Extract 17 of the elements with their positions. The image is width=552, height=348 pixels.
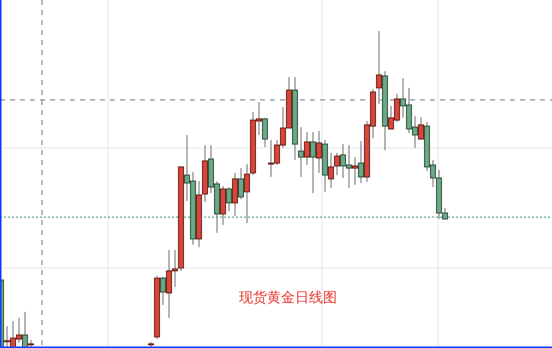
candlestick <box>304 132 310 166</box>
candlestick <box>376 30 382 104</box>
candlestick <box>418 116 424 140</box>
candlestick <box>244 164 250 224</box>
candlestick <box>22 311 28 348</box>
candlestick <box>262 117 268 148</box>
candlestick <box>238 168 244 200</box>
candlestick <box>298 126 304 178</box>
candlestick <box>352 156 358 186</box>
text: 现货黄金日线图 <box>239 290 337 306</box>
candlestick <box>310 132 316 194</box>
candlestick <box>316 130 322 174</box>
candlestick <box>328 152 334 189</box>
candlestick <box>334 152 340 176</box>
candlestick <box>160 276 166 306</box>
candlestick <box>226 186 232 212</box>
candlestick <box>358 140 364 184</box>
